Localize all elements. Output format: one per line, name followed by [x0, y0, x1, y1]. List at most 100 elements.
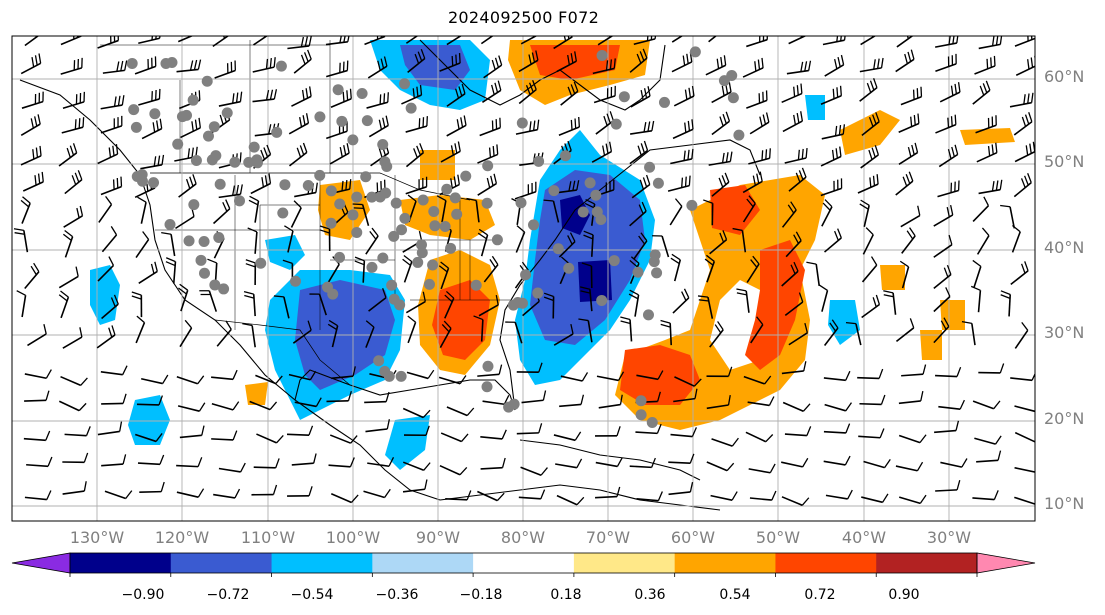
wind-barb-shaft: [901, 373, 924, 377]
wind-barb-flag: [275, 375, 283, 384]
wind-barb: [781, 261, 799, 287]
wind-barb-flag: [491, 255, 499, 265]
wind-barb-shaft: [781, 496, 803, 507]
wind-barb: [218, 184, 243, 199]
wind-barb-flag: [422, 291, 426, 302]
map-title: 2024092500 F072: [447, 8, 600, 27]
wind-barb: [138, 36, 161, 45]
wind-barb-flag: [543, 199, 554, 202]
wind-barb: [101, 454, 127, 467]
wind-barb: [243, 290, 256, 317]
wind-barb-flag: [417, 51, 423, 62]
wind-barb-flag: [570, 84, 576, 95]
wind-barb: [970, 285, 982, 313]
wind-barb-flag: [629, 289, 639, 296]
wind-barb-flag: [756, 316, 764, 326]
wind-barb: [972, 259, 982, 288]
wind-barb-flag: [771, 490, 777, 501]
wind-barb: [883, 290, 897, 315]
wind-barb-shaft: [750, 324, 764, 344]
station-dot: [516, 117, 528, 129]
wind-barb: [742, 171, 763, 194]
wind-barb-flag: [576, 180, 580, 191]
wind-barb-shaft: [901, 266, 910, 289]
wind-barb-flag: [444, 294, 453, 303]
wind-barb-flag: [581, 372, 589, 382]
wind-barb-flag: [353, 207, 364, 210]
wind-barb-flag: [301, 89, 305, 100]
wind-barb-flag: [535, 50, 539, 61]
wind-barb: [668, 453, 695, 465]
station-dot: [718, 75, 730, 87]
wind-barb: [788, 167, 807, 192]
wind-barb-flag: [219, 114, 224, 125]
wind-barb: [1014, 141, 1035, 163]
wind-barb-flag: [30, 118, 34, 129]
wind-barb-flag: [377, 60, 381, 71]
wind-barb-shaft: [478, 304, 499, 317]
wind-barb: [749, 490, 777, 501]
wind-barb-flag: [873, 78, 878, 88]
station-dot: [533, 155, 545, 167]
wind-barb-shaft: [368, 297, 387, 312]
wind-barb-flag: [420, 48, 426, 59]
wind-barb-flag: [759, 116, 763, 127]
wind-barb: [553, 431, 582, 442]
wind-barb-shaft: [522, 300, 540, 317]
wind-barb: [24, 390, 50, 402]
wind-barb-shaft: [788, 36, 807, 45]
wind-barb-shaft: [895, 465, 918, 472]
wind-barb-flag: [496, 144, 499, 155]
wind-barb-flag: [488, 147, 492, 158]
wind-barb-shaft: [26, 463, 49, 468]
wind-barb-flag: [538, 362, 543, 373]
wind-barb-shaft: [251, 325, 256, 348]
wind-barb-flag: [354, 256, 365, 262]
wind-barb-shaft: [976, 235, 990, 255]
wind-barb: [141, 118, 163, 140]
wind-barb-flag: [350, 435, 358, 444]
wind-barb-flag: [683, 288, 690, 299]
colorbar-bin: [473, 553, 575, 573]
wind-barb: [405, 36, 419, 44]
wind-barb: [859, 394, 886, 406]
wind-barb: [595, 111, 615, 135]
wind-barb-flag: [723, 55, 727, 66]
coastline-south-america: [439, 484, 721, 511]
wind-barb-flag: [642, 48, 648, 59]
wind-barb: [938, 144, 959, 168]
station-dot: [470, 279, 482, 291]
wind-barb-flag: [296, 147, 302, 158]
wind-barb: [901, 364, 927, 377]
wind-barb-shaft: [218, 467, 241, 473]
wind-barb-shaft: [177, 405, 200, 412]
wind-barb-flag: [643, 88, 648, 99]
wind-barb-flag: [687, 149, 690, 160]
colorbar-tick-label: 0.18: [550, 587, 582, 603]
wind-barb-flag: [108, 256, 115, 266]
wind-barb-flag: [803, 361, 807, 372]
wind-barb-flag: [458, 86, 463, 97]
wind-barb-flag: [493, 24, 496, 34]
station-dot: [635, 409, 647, 421]
wind-barb: [746, 90, 768, 109]
wind-barb: [97, 144, 119, 165]
wind-barb-flag: [769, 463, 776, 474]
wind-barb-flag: [142, 231, 150, 240]
wind-barb-flag: [201, 425, 205, 436]
wind-barb-flag: [1024, 114, 1030, 125]
wind-barb-flag: [543, 292, 554, 298]
wind-barb-flag: [159, 454, 165, 465]
wind-barb-flag: [349, 457, 355, 468]
wind-barb-flag: [493, 173, 498, 184]
wind-barb-shaft: [898, 400, 921, 405]
colorbar-extend-min: [11, 552, 71, 574]
wind-barb-flag: [922, 364, 927, 375]
wind-barb: [213, 488, 241, 499]
station-dot: [183, 235, 195, 247]
wind-barb: [1000, 204, 1016, 229]
wind-barb-shaft: [973, 266, 982, 288]
wind-barb-shaft: [560, 375, 583, 382]
graticule: [12, 36, 1035, 521]
wind-barb-flag: [265, 90, 270, 101]
